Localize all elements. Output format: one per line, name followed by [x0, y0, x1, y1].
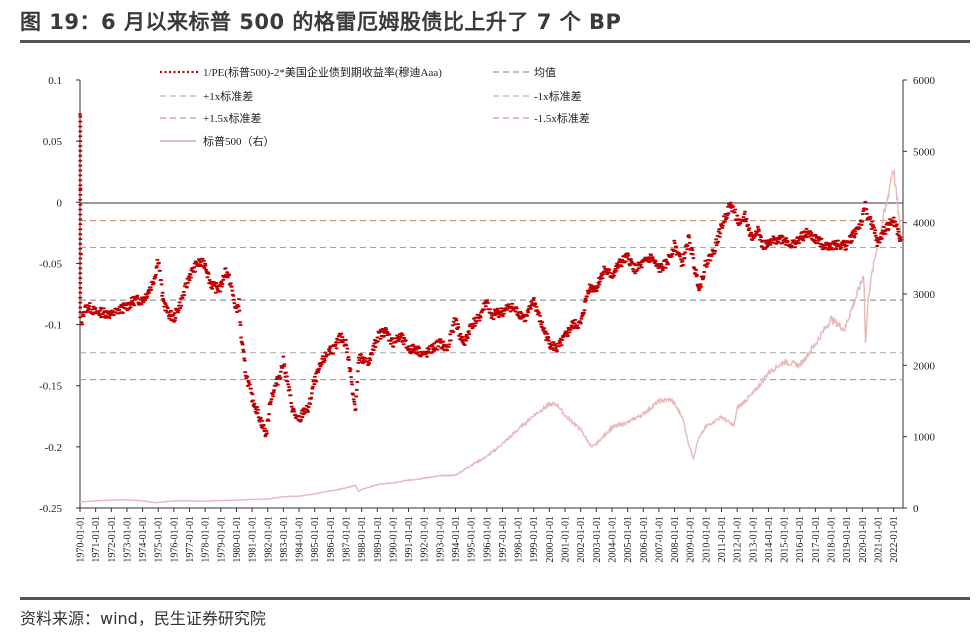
x-tick-label: 2021-01-01 — [874, 516, 885, 563]
legend-ratio-label: 1/PE(标普500)-2*美国企业债到期收益率(穆迪Aaa) — [203, 65, 442, 79]
legend-minus15-label: -1.5x标准差 — [534, 111, 590, 125]
x-tick-label: 2012-01-01 — [733, 516, 744, 563]
x-tick-label: 2002-01-01 — [576, 516, 587, 563]
x-tick-label: 1980-01-01 — [232, 516, 243, 563]
right-tick-label: 4000 — [913, 218, 936, 230]
x-tick-label: 1977-01-01 — [185, 516, 196, 563]
x-tick-label: 1986-01-01 — [326, 516, 337, 563]
x-tick-label: 1982-01-01 — [263, 516, 274, 563]
x-tick-label: 2019-01-01 — [842, 516, 853, 563]
x-tick-label: 1983-01-01 — [279, 516, 290, 563]
x-tick-label: 1999-01-01 — [529, 516, 540, 563]
x-tick-label: 1993-01-01 — [435, 516, 446, 563]
x-tick-label: 2013-01-01 — [748, 516, 759, 563]
x-tick-label: 1988-01-01 — [357, 516, 368, 563]
title-rule — [20, 40, 970, 43]
x-tick-label: 1992-01-01 — [420, 516, 431, 563]
x-tick-label: 1991-01-01 — [404, 516, 415, 563]
x-axis-ticks: 1970-01-01 1971-01-01 1972-01-01 1973-01-01… — [76, 508, 900, 563]
x-tick-label: 1984-01-01 — [295, 516, 306, 563]
right-tick-label: 0 — [913, 503, 919, 515]
x-tick-label: 1989-01-01 — [373, 516, 384, 563]
x-tick-label: 1981-01-01 — [248, 516, 259, 563]
right-tick-label: 3000 — [913, 289, 936, 301]
x-tick-label: 2000-01-01 — [545, 516, 556, 563]
x-tick-label: 1976-01-01 — [169, 516, 180, 563]
x-tick-label: 2017-01-01 — [811, 516, 822, 563]
source-note: 资料来源：wind，民生证券研究院 — [20, 609, 266, 628]
x-tick-label: 1985-01-01 — [310, 516, 321, 563]
x-tick-label: 1978-01-01 — [201, 516, 212, 563]
x-tick-label: 1997-01-01 — [498, 516, 509, 563]
x-tick-label: 2001-01-01 — [561, 516, 572, 563]
x-tick-label: 2005-01-01 — [623, 516, 634, 563]
chart-title: 图 19：6 月以来标普 500 的格雷厄姆股债比上升了 7 个 BP — [20, 10, 622, 34]
x-tick-label: 2022-01-01 — [889, 516, 900, 563]
x-tick-label: 2004-01-01 — [608, 516, 619, 563]
legend-minus1-label: -1x标准差 — [534, 89, 582, 103]
x-tick-label: 2008-01-01 — [670, 516, 681, 563]
ratio-line — [78, 113, 903, 438]
x-tick-label: 2009-01-01 — [686, 516, 697, 563]
legend-mean-label: 均值 — [534, 66, 556, 79]
x-tick-label: 1996-01-01 — [482, 516, 493, 563]
x-tick-label: 2016-01-01 — [795, 516, 806, 563]
left-tick-label: -0.2 — [45, 442, 62, 454]
legend-sp500-label: 标普500（右） — [203, 134, 275, 148]
sp500-line — [80, 169, 902, 504]
reference-lines — [80, 220, 903, 381]
left-tick-label: 0.1 — [48, 75, 62, 87]
footer-rule — [20, 597, 970, 600]
left-tick-label: -0.05 — [39, 258, 62, 270]
chart-area: 0.1 0.05 0 -0.05 -0.1 -0.15 -0.2 -0.25 6000 5000… — [39, 65, 936, 563]
x-tick-label: 1995-01-01 — [467, 516, 478, 563]
legend-plus1-label: +1x标准差 — [203, 89, 253, 103]
left-tick-label: -0.25 — [39, 503, 62, 515]
x-tick-label: 2006-01-01 — [639, 516, 650, 563]
x-tick-label: 1973-01-01 — [122, 516, 133, 563]
right-tick-label: 5000 — [913, 146, 936, 158]
right-tick-label: 1000 — [913, 432, 936, 444]
x-tick-label: 2010-01-01 — [701, 516, 712, 563]
left-tick-label: 0 — [57, 197, 63, 209]
x-tick-label: 1979-01-01 — [216, 516, 227, 563]
left-tick-label: -0.1 — [45, 320, 62, 332]
left-tick-label: 0.05 — [43, 136, 63, 148]
x-tick-label: 1987-01-01 — [342, 516, 353, 563]
left-tick-label: -0.15 — [39, 381, 62, 393]
x-tick-label: 2020-01-01 — [858, 516, 869, 563]
x-tick-label: 1994-01-01 — [451, 516, 462, 563]
x-tick-label: 1974-01-01 — [138, 516, 149, 563]
x-tick-label: 1998-01-01 — [514, 516, 525, 563]
x-tick-label: 1971-01-01 — [91, 516, 102, 563]
left-axis-ticks: 0.1 0.05 0 -0.05 -0.1 -0.15 -0.2 -0.25 — [39, 75, 80, 515]
x-tick-label: 2007-01-01 — [654, 516, 665, 563]
x-tick-label: 2003-01-01 — [592, 516, 603, 563]
right-axis-ticks: 6000 5000 4000 3000 2000 1000 0 — [903, 75, 936, 515]
legend: 1/PE(标普500)-2*美国企业债到期收益率(穆迪Aaa) 均值 +1x标准… — [160, 65, 590, 148]
ratio-series — [78, 113, 903, 438]
x-tick-label: 1970-01-01 — [76, 516, 87, 563]
sp500-series — [80, 169, 902, 504]
x-tick-label: 2011-01-01 — [717, 516, 728, 562]
x-tick-label: 2014-01-01 — [764, 516, 775, 563]
x-tick-label: 1972-01-01 — [107, 516, 118, 563]
x-tick-label: 2015-01-01 — [780, 516, 791, 563]
x-tick-label: 2018-01-01 — [827, 516, 838, 563]
x-tick-label: 1975-01-01 — [154, 516, 165, 563]
right-tick-label: 6000 — [913, 75, 936, 87]
legend-plus15-label: +1.5x标准差 — [203, 111, 261, 125]
x-tick-label: 1990-01-01 — [388, 516, 399, 563]
right-tick-label: 2000 — [913, 360, 936, 372]
